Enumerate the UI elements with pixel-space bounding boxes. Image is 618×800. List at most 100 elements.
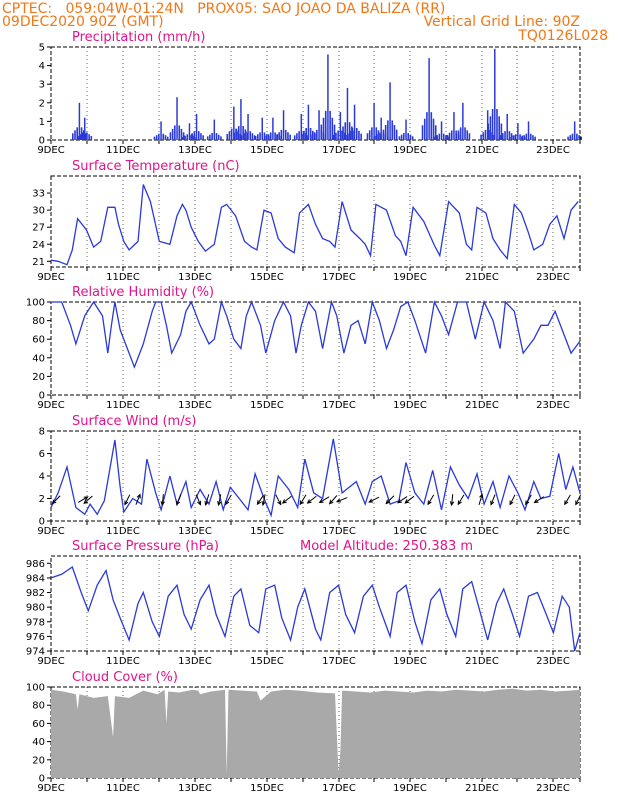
precip-bar — [253, 135, 256, 140]
precip-bar — [339, 112, 342, 140]
header-station-line: CPTEC: 059:04W-01:24N PROX05: SAO JOAO D… — [2, 1, 446, 17]
precip-bar — [521, 136, 523, 140]
wind-arrow-head — [404, 499, 410, 504]
precip-bar — [480, 134, 482, 140]
precip-bar — [450, 130, 453, 140]
precip-bar — [206, 136, 209, 140]
precip-bar — [182, 136, 184, 140]
precip-bar — [332, 134, 335, 140]
precip-bar — [251, 133, 254, 140]
x-tick-label: 9DEC — [37, 272, 64, 283]
wind-arrow — [52, 495, 61, 504]
x-tick-label: 15DEC — [250, 400, 284, 411]
y-tick-label: 6 — [39, 449, 45, 460]
precip-bar — [269, 132, 272, 140]
x-tick-label: 11DEC — [106, 145, 140, 156]
y-tick-label: 27 — [32, 223, 45, 234]
x-tick-label: 13DEC — [178, 272, 212, 283]
precip-bar — [446, 134, 449, 140]
x-tick-label: 23DEC — [536, 656, 570, 667]
wind-arrow — [218, 494, 222, 506]
precip-bar — [287, 132, 289, 140]
precip-bar — [389, 82, 391, 140]
precip-bar — [525, 133, 528, 140]
x-tick-label: 23DEC — [536, 400, 570, 411]
wind-arrow — [525, 494, 532, 505]
wind-arrow-head — [427, 500, 432, 506]
panel-title-precip: Precipitation (mm/h) — [72, 30, 205, 45]
x-tick-label: 17DEC — [322, 272, 356, 283]
y-tick-label: 20 — [32, 755, 45, 766]
precip-bar — [351, 127, 354, 140]
precip-bar — [311, 134, 314, 140]
precip-bar — [491, 109, 494, 140]
precip-bar — [83, 117, 86, 140]
precip-bar — [567, 136, 569, 140]
precip-bar — [457, 130, 460, 140]
precip-bar — [259, 132, 261, 140]
x-tick-label: 21DEC — [465, 272, 499, 283]
precip-bar — [166, 136, 169, 140]
precip-bar — [90, 135, 93, 140]
precip-bar — [571, 133, 574, 140]
precip-bar — [300, 133, 303, 140]
x-tick-label: 23DEC — [536, 526, 570, 537]
precip-bar — [303, 130, 305, 140]
precip-bar — [155, 135, 158, 140]
wind-arrow — [575, 494, 582, 505]
x-tick-label: 9DEC — [37, 526, 64, 537]
precip-bar — [484, 129, 487, 140]
y-tick-label: 976 — [26, 632, 45, 643]
x-tick-label: 19DEC — [393, 145, 427, 156]
x-tick-label: 11DEC — [106, 656, 140, 667]
wind-arrow-head — [564, 500, 569, 506]
precip-bar — [375, 134, 378, 140]
precip-bar — [426, 112, 428, 140]
precip-bar — [282, 110, 285, 140]
wind-arrow-head — [318, 498, 324, 504]
wind-arrow — [225, 494, 232, 505]
x-tick-label: 11DEC — [106, 783, 140, 794]
x-tick-label: 13DEC — [178, 145, 212, 156]
precip-bar — [573, 121, 576, 140]
y-tick-label: 980 — [26, 603, 45, 614]
precip-bar — [387, 120, 389, 140]
precip-bar — [316, 129, 318, 140]
wind-arrow-head — [509, 500, 514, 506]
x-tick-label: 23DEC — [536, 272, 570, 283]
panel-frame-rh — [50, 301, 581, 396]
precip-bar — [342, 126, 344, 140]
panel-frame-temp — [50, 175, 581, 268]
wind-arrow-head — [281, 499, 287, 504]
precip-bar — [498, 116, 500, 140]
precip-bar — [384, 125, 387, 140]
precip-bar — [265, 135, 268, 140]
wind-arrow-head — [225, 500, 230, 506]
precip-bar — [373, 102, 375, 140]
header-model-id: TQ0126L028 — [518, 28, 608, 44]
precip-bar — [523, 135, 525, 140]
wind-arrow — [490, 494, 496, 505]
precip-bar — [160, 121, 162, 140]
y-tick-label: 0 — [39, 517, 45, 528]
wind-arrow — [564, 494, 571, 505]
precip-bar — [233, 132, 236, 140]
precip-bar — [240, 99, 242, 140]
precip-bar — [184, 135, 186, 140]
precip-bar — [378, 132, 380, 140]
wind-arrow — [257, 494, 264, 505]
precip-bar — [468, 133, 471, 140]
precip-bar — [519, 134, 521, 140]
precip-bar — [506, 113, 508, 140]
precip-bar — [534, 136, 536, 140]
y-tick-label: 986 — [26, 559, 45, 570]
wind-arrow-head — [256, 500, 262, 506]
panel-frame-press — [50, 555, 581, 652]
precip-bar — [403, 133, 405, 140]
panel-title-cloud: Cloud Cover (%) — [72, 670, 178, 685]
precip-bar — [430, 112, 433, 140]
precip-bar — [407, 133, 410, 140]
precip-bar — [393, 125, 396, 140]
x-tick-label: 17DEC — [322, 656, 356, 667]
x-tick-label: 13DEC — [178, 783, 212, 794]
